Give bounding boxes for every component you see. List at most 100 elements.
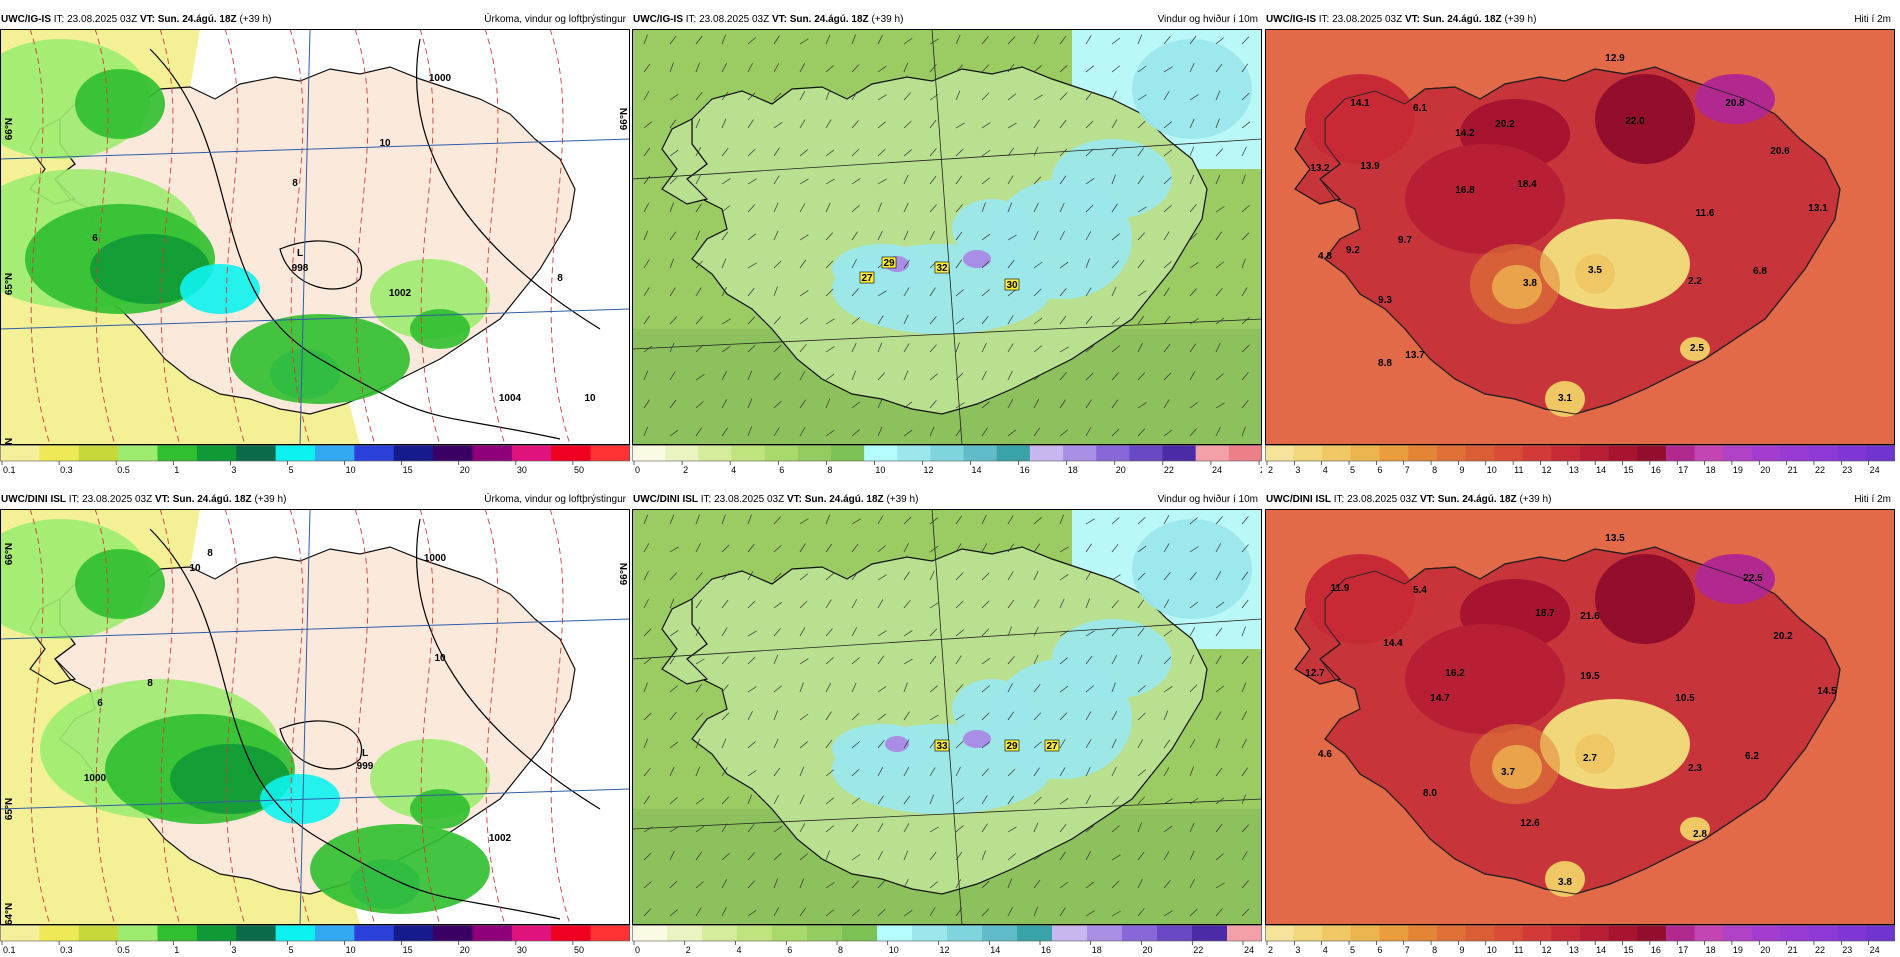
- map-label-isotherm: 8: [557, 273, 563, 284]
- map-label-isobar: 1002: [489, 833, 512, 844]
- wind-arrow: [903, 230, 909, 241]
- wind-arrow: [1007, 768, 1016, 777]
- wind-arrow: [825, 34, 831, 45]
- wind-arrow: [695, 825, 705, 833]
- wind-arrow: [1085, 427, 1092, 437]
- map-label-temp: 2.5: [1690, 343, 1704, 354]
- wind-arrow: [695, 260, 704, 269]
- wind-arrow: [773, 685, 783, 693]
- map-canvas: L 998 1000 1002 1004 10 8 6 10 8 66°N 65°N 64°N 66°N: [0, 29, 630, 445]
- run-info: UWC/IG-IS IT: 23.08.2025 03Z VT: Sun. 24…: [1, 12, 271, 28]
- map-label-text: 11.6: [1696, 208, 1715, 219]
- wind-arrow: [1189, 601, 1199, 609]
- run-info: UWC/IG-IS IT: 23.08.2025 03Z VT: Sun. 24…: [633, 12, 903, 28]
- map-label-text: 6.2: [1745, 751, 1759, 762]
- colorbar-tick-label: 4: [737, 945, 742, 955]
- colorbar-swatch: [315, 445, 355, 461]
- colorbar-swatch: [157, 925, 198, 941]
- colorbar-swatch: [1265, 925, 1295, 941]
- wind-arrow: [1215, 402, 1225, 409]
- wind-arrow: [851, 712, 860, 721]
- map-label-text: 14.1: [1350, 98, 1370, 109]
- map-canvas: 13.5 11.9 5.4 18.7 21.6 22.5 14.4 12.7 16.2 19.5 2…: [1265, 509, 1895, 925]
- colorbar-swatch: [1052, 925, 1088, 941]
- gust-zone: [832, 244, 932, 294]
- wind-arrow: [955, 64, 963, 73]
- init-time: 23.08.2025 03Z: [82, 494, 153, 505]
- run-info: UWC/DINI ISL IT: 23.08.2025 03Z VT: Sun.…: [633, 492, 918, 508]
- wind-arrow: [955, 714, 965, 721]
- wind-arrow: [1085, 204, 1094, 213]
- colorbar-tick-label: 3: [1295, 465, 1300, 475]
- wind-arrow: [1111, 574, 1121, 581]
- wind-arrow: [1085, 287, 1092, 297]
- wind-arrow: [825, 318, 835, 325]
- colorbar-swatch: [354, 445, 395, 461]
- wind-arrow: [1137, 206, 1147, 213]
- wind-arrow: [695, 62, 700, 73]
- wind-arrow: [1189, 908, 1198, 917]
- colorbar-swatch: [632, 445, 666, 461]
- wind-arrow: [1033, 654, 1039, 665]
- colorbar-swatch: [842, 925, 878, 941]
- colorbar-swatch: [1551, 445, 1581, 461]
- wind-arrow: [1241, 287, 1248, 297]
- wind-arrow: [1111, 517, 1120, 525]
- wind-arrow: [955, 342, 960, 353]
- colorbar-tick-label: 23: [1842, 465, 1852, 475]
- wind-arrow: [1163, 767, 1170, 777]
- wind-arrow: [721, 91, 729, 101]
- wind-arrow: [799, 713, 809, 721]
- wind-arrow: [981, 177, 991, 185]
- colorbar-tick-label: 19: [1733, 465, 1743, 475]
- wind-arrow: [825, 232, 834, 241]
- wind-arrow: [981, 36, 989, 45]
- colorbar-tick-label: 1: [174, 465, 179, 475]
- wind-arrow: [1085, 910, 1095, 917]
- wind-arrow: [1241, 824, 1250, 833]
- map-frame: [632, 29, 1262, 445]
- wind-arrow: [773, 852, 782, 861]
- wind-arrow: [1137, 315, 1145, 325]
- map-label-text: 14.7: [1430, 693, 1450, 704]
- wind-arrow: [1111, 825, 1120, 833]
- wind-arrow: [825, 65, 834, 73]
- colorbar-swatch: [0, 445, 40, 461]
- wind-arrow: [1085, 372, 1094, 381]
- wind-arrow: [981, 880, 990, 889]
- wind-arrow: [1111, 738, 1117, 749]
- wind-arrow: [1059, 315, 1067, 325]
- colorbar-tick-label: 22: [1164, 465, 1174, 475]
- colorbar-tick-label: 30: [517, 465, 527, 475]
- wind-arrow: [955, 289, 964, 297]
- map-canvas: L 999 1000 1000 1002 8 10 10 6 8 66°N 65°N 64°N 66°N: [0, 509, 630, 925]
- field-title: Vindur og hviður í 10m: [1157, 494, 1258, 505]
- wind-arrow: [643, 63, 651, 73]
- model-name: UWC/DINI ISL: [1266, 494, 1331, 505]
- wind-arrow: [981, 315, 989, 325]
- wind-arrow: [695, 766, 700, 777]
- wind-arrow: [1007, 826, 1017, 833]
- wind-arrow: [747, 344, 756, 353]
- wind-arrow: [1163, 710, 1169, 721]
- wind-arrow: [981, 401, 990, 409]
- wind-arrow: [773, 794, 779, 805]
- colorbar-swatch: [1350, 445, 1381, 461]
- wind-arrow: [929, 400, 937, 409]
- colorbar-canvas: 2 3 4 5 6 7 8 9 10 11 12 13 14 15 16 17 18 19 20 21 22 23 24: [1265, 445, 1895, 475]
- wind-arrow: [669, 62, 674, 73]
- wind-arrow: [981, 712, 990, 721]
- wind-arrow: [1137, 654, 1143, 665]
- wind-arrow: [1033, 570, 1039, 581]
- wind-arrow: [669, 119, 677, 129]
- wind-arrow: [1033, 854, 1043, 861]
- wind-arrow: [721, 514, 726, 525]
- wind-arrow: [669, 572, 677, 581]
- wind-arrow: [825, 683, 832, 693]
- colorbar-tick-label: 15: [403, 465, 413, 475]
- map-label-text: 2.7: [1583, 753, 1597, 764]
- wind-arrow: [1059, 514, 1064, 525]
- wind-arrow: [1137, 175, 1144, 185]
- wind-arrow: [1215, 373, 1224, 381]
- forecast-map: L 999 1000 1000 1002 8 10 10 6 8 66°N 65°N 64°N 66°N: [0, 509, 630, 925]
